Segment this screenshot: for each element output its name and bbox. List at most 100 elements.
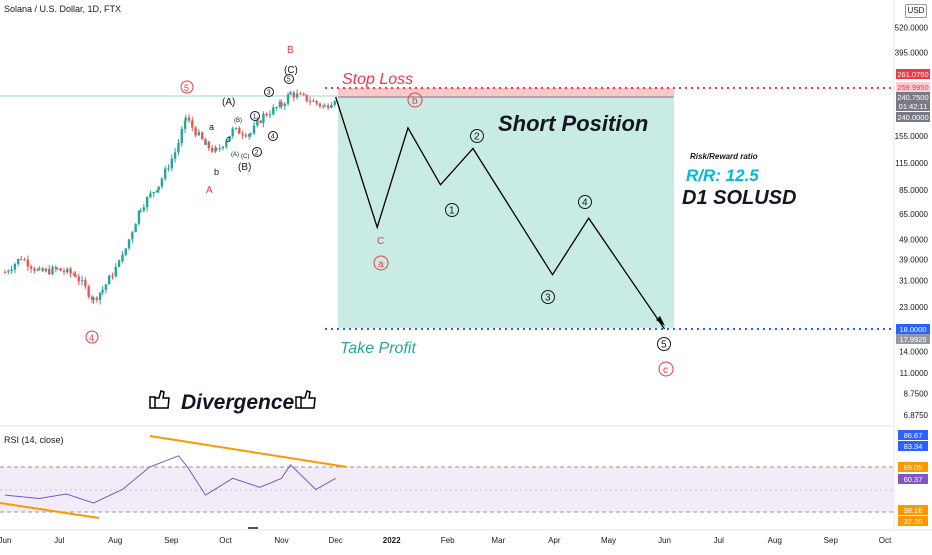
time-tick-label: Apr <box>548 536 561 545</box>
candle-body <box>225 140 228 147</box>
candle-body <box>204 141 207 145</box>
wave-label-c: c <box>663 365 668 376</box>
price-tag <box>896 324 930 334</box>
candle-body <box>66 268 69 273</box>
candle-body <box>256 120 259 126</box>
candle-body <box>194 127 197 136</box>
time-tick-label: Jul <box>714 536 724 545</box>
wave-label-B: B <box>287 45 294 56</box>
candle-body <box>200 132 204 140</box>
price-tag <box>896 334 930 344</box>
candle-body <box>84 280 87 287</box>
candle-body <box>305 94 308 101</box>
candle-body <box>101 289 104 293</box>
candle-body <box>87 286 90 297</box>
candle-body <box>157 186 160 191</box>
time-tick-label: May <box>601 536 616 545</box>
candle-body <box>163 168 167 179</box>
candle-body <box>10 269 13 272</box>
wave-circle-4-red <box>85 330 99 344</box>
candle-body <box>247 134 251 137</box>
wave-circle-a <box>373 255 389 271</box>
price-tag-label: 240.0000 <box>897 113 928 122</box>
rsi-tag-label: 32.30 <box>904 517 923 526</box>
price-tick-label: 23.0000 <box>899 303 928 312</box>
price-tag <box>896 69 930 79</box>
time-tick-label: Jun <box>658 536 671 545</box>
rsi-tag <box>898 430 928 440</box>
candle-body <box>262 113 265 123</box>
candle-body <box>286 94 290 104</box>
rsi-tag-label: 69.05 <box>904 463 923 472</box>
price-tag-label: 261.0750 <box>897 70 928 79</box>
price-tick-label: 395.0000 <box>895 48 929 57</box>
candle-body <box>54 267 58 269</box>
price-tick-label: 65.0000 <box>899 210 928 219</box>
candle-body <box>265 113 268 116</box>
wave-label-C-paren: (C) <box>284 65 298 76</box>
candle-body <box>62 270 66 273</box>
candle-body <box>238 127 241 134</box>
candle-body <box>152 192 155 194</box>
candle-body <box>259 120 262 123</box>
candle-body <box>69 268 72 274</box>
wave-label-3: 3 <box>545 293 551 304</box>
wave-circle-2 <box>252 147 262 157</box>
candle-body <box>278 102 282 108</box>
candle-body <box>36 269 39 271</box>
price-tag <box>896 82 930 92</box>
candle-body <box>197 132 201 136</box>
time-tick-label: Sep <box>824 536 839 545</box>
time-tick-label: Nov <box>274 536 288 545</box>
candle-body <box>56 268 59 270</box>
price-tick-label: 8.7500 <box>904 390 929 399</box>
candle-body <box>214 148 217 152</box>
candle-body <box>80 280 84 282</box>
candle-body <box>272 107 275 115</box>
wave-circle-c <box>658 361 674 377</box>
price-tick-label: 6.8750 <box>904 411 929 420</box>
candle-body <box>74 274 77 277</box>
time-tick-label: Feb <box>441 536 455 545</box>
candle-body <box>302 93 305 95</box>
candle-body <box>191 120 194 128</box>
candle-body <box>231 128 234 136</box>
candle-body <box>121 254 124 262</box>
price-tag-label: 240.7500 <box>897 93 928 102</box>
stop-loss-label: Stop Loss <box>342 71 413 88</box>
wave-circle-1 <box>250 111 260 121</box>
candle-body <box>137 210 141 224</box>
wave-count-small: 2 1 3 4 5 <box>250 74 294 157</box>
symbol-label: D1 SOLUSD <box>682 187 796 209</box>
rsi-header[interactable]: RSI (14, close) <box>4 435 64 445</box>
projection-arrowhead <box>656 316 665 326</box>
candle-body <box>51 267 54 275</box>
candle-body <box>177 142 180 147</box>
symbol-header[interactable]: Solana / U.S. Dollar, 1D, FTX <box>4 4 122 14</box>
rsi-tag <box>898 474 928 484</box>
wave-label-5: 5 <box>287 77 291 84</box>
candle-body <box>111 275 114 277</box>
wave-label-4-red: 4 <box>89 333 94 343</box>
wave-circle-5-red <box>180 80 194 94</box>
price-tag-label: 17.9925 <box>899 335 926 344</box>
wave-label-b: b <box>412 96 418 107</box>
candle-body <box>117 260 121 267</box>
wave-label-B-tiny: (B) <box>234 118 242 124</box>
candle-body <box>124 248 127 255</box>
candle-body <box>77 276 80 282</box>
time-tick-label: Aug <box>108 536 122 545</box>
wave-label-1: 1 <box>253 114 257 121</box>
candle-body <box>210 148 214 152</box>
price-tag-label: 259.9950 <box>897 83 928 92</box>
rsi-tag <box>898 441 928 451</box>
thumbs-up-icon <box>149 390 170 409</box>
currency-button[interactable]: USD <box>905 4 927 18</box>
wave-label-B-paren: (B) <box>238 162 251 173</box>
candle-body <box>155 190 159 193</box>
price-tick-label: 49.0000 <box>899 235 928 244</box>
candle-body <box>252 125 256 134</box>
time-tick-label: Mar <box>491 536 505 545</box>
wave-circle-5 <box>284 74 294 84</box>
